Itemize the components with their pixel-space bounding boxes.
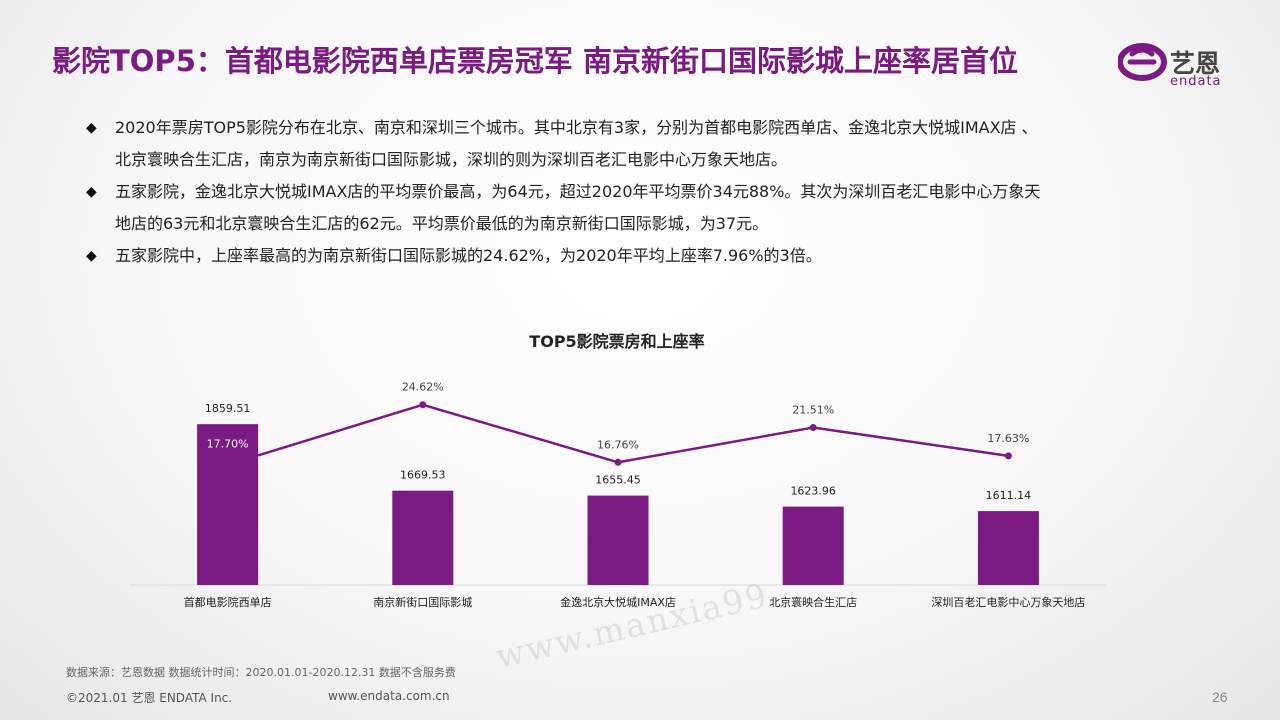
chart-title: TOP5影院票房和上座率 <box>529 332 704 351</box>
diamond-bullet-icon: ◆ <box>86 184 97 200</box>
category-tick-label: 北京寰映合生汇店 <box>769 595 857 609</box>
bar-value-label: 1655.45 <box>595 474 641 487</box>
endata-logo: 艺恩 endata <box>1118 30 1248 90</box>
bullet-item: ◆ 五家影院，金逸北京大悦城IMAX店的平均票价最高，为64元，超过2020年平… <box>86 176 1226 240</box>
line-point <box>419 401 427 409</box>
occupancy-line <box>257 403 1009 464</box>
page-title: 影院TOP5：首都电影院西单店票房冠军 南京新街口国际影城上座率居首位 <box>52 44 1018 78</box>
bullet-line: 北京寰映合生汇店，南京为南京新街口国际影城，深圳的则为深圳百老汇电影中心万象天地… <box>115 150 788 169</box>
bar-value-label: 1859.51 <box>205 402 251 415</box>
bullet-list: ◆ 2020年票房TOP5影院分布在北京、南京和深圳三个城市。其中北京有3家，分… <box>86 112 1226 272</box>
bar <box>587 495 649 585</box>
bar <box>977 511 1039 585</box>
bullet-line: 五家影院，金逸北京大悦城IMAX店的平均票价最高，为64元，超过2020年平均票… <box>115 182 1041 201</box>
category-tick-label: 金逸北京大悦城IMAX店 <box>560 595 676 609</box>
line-point <box>1004 452 1012 460</box>
diamond-bullet-icon: ◆ <box>86 120 97 136</box>
category-tick-label: 首都电影院西单店 <box>184 595 272 609</box>
category-tick-label: 深圳百老汇电影中心万象天地店 <box>931 595 1085 609</box>
box-office-occupancy-chart: TOP5影院票房和上座率 1859.51 首都电影院西单店 1669.53 南京新街口… <box>130 332 1106 609</box>
line-point <box>614 458 622 466</box>
bar <box>782 506 844 585</box>
bullet-item: ◆ 2020年票房TOP5影院分布在北京、南京和深圳三个城市。其中北京有3家，分… <box>86 112 1226 176</box>
copyright-text: ©2021.01 艺恩 ENDATA Inc. <box>66 691 233 705</box>
occupancy-value-label: 21.51% <box>792 404 834 417</box>
occupancy-value-label: 17.70% <box>207 437 249 450</box>
bullet-line: 2020年票房TOP5影院分布在北京、南京和深圳三个城市。其中北京有3家，分别为… <box>115 118 1038 137</box>
occupancy-value-label: 24.62% <box>402 381 444 394</box>
bullet-line: 地店的63元和北京寰映合生汇店的62元。平均票价最低的为南京新街口国际影城，为3… <box>115 214 769 233</box>
bar <box>392 490 454 585</box>
bullet-line: 五家影院中，上座率最高的为南京新街口国际影城的24.62%，为2020年平均上座… <box>115 246 822 265</box>
bar-value-label: 1669.53 <box>400 469 446 482</box>
endata-logo-icon <box>1118 43 1167 81</box>
bar-value-label: 1611.14 <box>986 489 1032 502</box>
logo-chinese-text: 艺恩 <box>1170 49 1221 78</box>
bullet-item: ◆ 五家影院中，上座率最高的为南京新街口国际影城的24.62%，为2020年平均… <box>86 240 1226 272</box>
occupancy-value-label: 16.76% <box>597 438 639 451</box>
page-number: 26 <box>1212 689 1228 705</box>
diamond-bullet-icon: ◆ <box>86 248 97 264</box>
line-point <box>809 424 817 432</box>
data-source-note: 数据来源：艺恩数据 数据统计时间：2020.01.01-2020.12.31 数… <box>66 666 456 679</box>
logo-english-text: endata <box>1170 74 1222 89</box>
occupancy-value-label: 17.63% <box>987 432 1029 445</box>
bar <box>197 424 259 585</box>
bar-value-label: 1623.96 <box>790 485 836 498</box>
website-url: www.endata.com.cn <box>328 689 450 703</box>
category-tick-label: 南京新街口国际影城 <box>373 595 472 609</box>
